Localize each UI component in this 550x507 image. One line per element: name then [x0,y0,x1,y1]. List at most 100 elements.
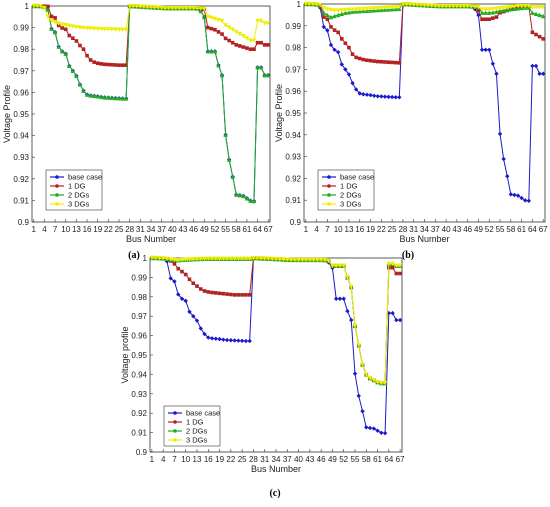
data-point-3-dgs [357,7,362,12]
data-point-3-dgs [476,4,481,10]
data-point-base-case [194,318,200,323]
x-tick-label: 19 [366,225,375,234]
data-point-2-dgs [343,10,348,15]
data-point-3-dgs [281,257,286,262]
data-point-3-dgs [168,257,173,262]
data-point-3-dgs [255,18,260,24]
data-point-base-case [371,93,377,98]
data-point-base-case [176,292,181,297]
data-point-1-dg [476,8,481,13]
data-point-3-dgs [45,14,51,19]
y-tick-label: 1 [25,2,30,11]
data-point-1-dg [172,262,177,266]
data-point-1-dg [225,292,229,296]
data-point-3-dgs [155,5,161,10]
data-point-1-dg [110,62,114,67]
data-point-3-dgs [483,7,488,12]
data-point-base-case [364,92,370,97]
data-point-base-case [382,94,388,99]
data-point-base-case [343,67,348,72]
legend-marker-3-dgs [173,438,177,442]
data-point-1-dg [245,46,249,50]
x-tick-label: 19 [215,455,224,464]
data-point-1-dg [103,62,107,67]
data-point-3-dgs [194,6,200,11]
data-point-2-dgs [487,10,492,15]
legend-label-base-case: base case [340,173,374,182]
data-point-2-dgs [346,10,352,15]
data-point-2-dgs [123,96,129,101]
data-point-1-dg [180,269,184,274]
data-point-2-dgs [258,65,264,70]
data-point-base-case [483,47,488,52]
data-point-1-dg [336,30,340,35]
data-point-3-dgs [191,257,196,262]
data-point-base-case [232,338,237,343]
data-point-1-dg [217,291,222,296]
data-point-1-dg [321,15,326,19]
data-point-1-dg [339,37,344,41]
data-point-1-dg [255,40,260,45]
data-point-3-dgs [505,5,510,10]
data-point-base-case [490,61,496,66]
data-point-3-dgs [415,2,420,8]
legend-label-base-case: base case [186,409,220,418]
data-point-3-dgs [241,34,246,39]
data-point-3-dgs [390,261,395,267]
data-point-2-dgs [202,14,207,20]
data-point-3-dgs [230,27,235,32]
data-point-base-case [375,94,380,99]
data-point-3-dgs [339,8,344,13]
data-point-base-case [371,426,376,431]
data-point-1-dg [71,36,75,40]
y-tick-label: 0.9 [18,218,30,227]
x-tick-label: 1 [304,225,309,234]
data-point-1-dg [191,281,196,286]
data-point-base-case [393,95,398,100]
data-point-base-case [353,87,359,92]
data-point-2-dgs [530,10,535,15]
data-point-1-dg [78,43,82,48]
data-point-base-case [505,174,510,179]
x-tick-label: 43 [179,225,188,234]
data-point-1-dg [365,58,369,63]
data-point-3-dgs [109,27,115,32]
data-point-3-dgs [307,1,312,7]
data-point-2-dgs [490,10,496,15]
x-tick-label: 64 [528,225,537,234]
data-point-1-dg [247,293,252,297]
data-point-base-case [357,91,362,96]
data-point-3-dgs [315,257,320,263]
data-point-3-dgs [237,31,243,37]
data-point-base-case [497,131,503,137]
x-tick-label: 55 [496,225,505,234]
data-point-3-dgs [425,3,431,8]
legend-label-3-dgs: 3 DGs [186,436,208,445]
data-point-3-dgs [191,5,196,11]
data-point-3-dgs [490,7,496,12]
x-tick-label: 67 [264,225,273,234]
data-point-1-dg [483,17,488,22]
data-point-3-dgs [56,21,61,26]
data-point-3-dgs [397,263,402,268]
data-point-3-dgs [224,256,230,261]
x-tick-label: 58 [232,225,241,234]
data-point-2-dgs [109,95,115,100]
x-tick-label: 31 [136,225,145,234]
data-point-base-case [247,338,252,344]
x-tick-label: 40 [294,455,303,464]
data-point-1-dg [390,265,395,270]
legend-marker-2-dgs [173,429,177,433]
data-point-1-dg [357,56,362,61]
data-point-1-dg [393,60,398,65]
data-point-1-dg [85,53,89,58]
data-point-3-dgs [236,256,241,261]
data-point-2-dgs [234,192,239,197]
data-point-2-dgs [237,193,243,198]
data-point-3-dgs [38,4,44,9]
data-point-3-dgs [248,38,253,43]
data-point-3-dgs [386,261,392,267]
data-point-3-dgs [81,25,86,31]
data-point-3-dgs [212,16,218,22]
